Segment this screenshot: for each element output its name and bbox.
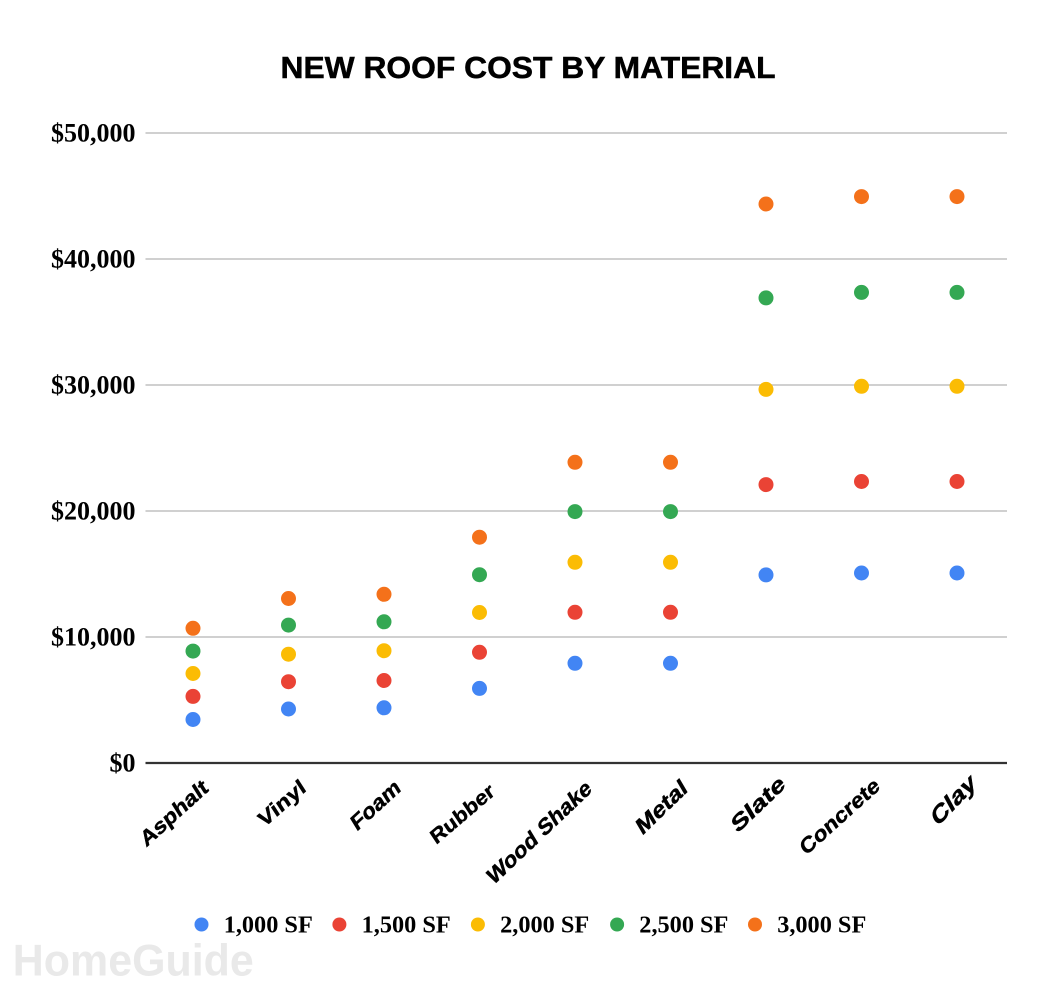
- svg-text:1,500 SF: 1,500 SF: [362, 912, 451, 939]
- svg-text:HomeGuide: HomeGuide: [13, 937, 254, 986]
- svg-text:$0: $0: [110, 749, 136, 778]
- svg-text:$50,000: $50,000: [51, 119, 136, 148]
- svg-text:2,000 SF: 2,000 SF: [500, 912, 589, 939]
- svg-text:$40,000: $40,000: [51, 245, 136, 274]
- svg-text:$30,000: $30,000: [51, 371, 136, 400]
- svg-text:1,000 SF: 1,000 SF: [224, 912, 313, 939]
- svg-text:$20,000: $20,000: [51, 497, 136, 526]
- svg-text:$10,000: $10,000: [51, 623, 136, 652]
- svg-text:NEW ROOF COST BY MATERIAL: NEW ROOF COST BY MATERIAL: [281, 50, 776, 85]
- svg-text:3,000 SF: 3,000 SF: [777, 912, 866, 939]
- svg-text:2,500 SF: 2,500 SF: [639, 912, 728, 939]
